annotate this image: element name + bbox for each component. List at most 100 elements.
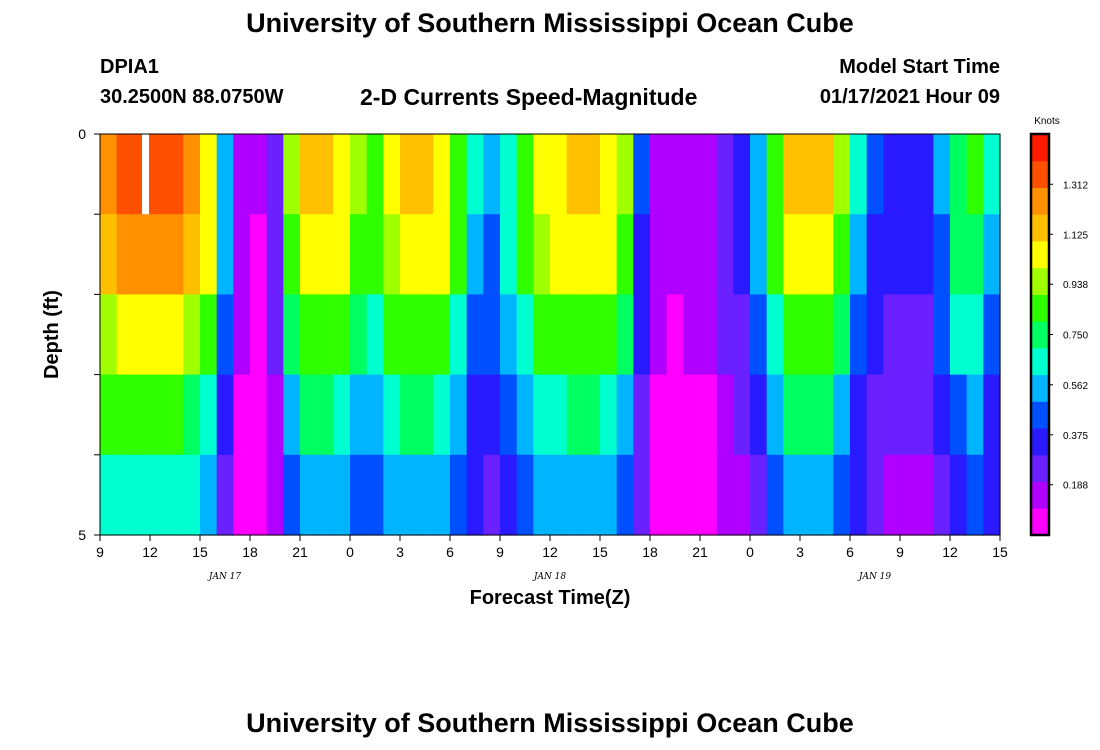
heatmap-cell	[916, 134, 934, 215]
heatmap-cell	[566, 214, 584, 295]
model-start-label: Model Start Time	[839, 56, 1000, 78]
heatmap-cell	[216, 374, 234, 456]
heatmap-cell	[583, 214, 601, 295]
heatmap-cell	[333, 374, 351, 456]
heatmap-cell	[683, 374, 701, 456]
heatmap-cell	[266, 214, 284, 295]
colorbar-tick-label: 0.750	[1063, 331, 1088, 342]
heatmap-cell	[783, 294, 801, 376]
heatmap-cell	[466, 294, 484, 376]
colorbar-tick-label: 1.125	[1063, 230, 1088, 241]
x-tick-label: 15	[592, 544, 608, 560]
heatmap-cell	[416, 214, 434, 295]
heatmap-cell	[566, 294, 584, 376]
heatmap-cell	[183, 454, 201, 536]
heatmap-cell	[833, 214, 851, 295]
heatmap-cell	[116, 294, 134, 376]
heatmap-cell	[533, 454, 551, 536]
heatmap-cell	[333, 214, 351, 295]
colorbar-segment	[1031, 374, 1049, 402]
heatmap-cell	[333, 134, 351, 215]
heatmap-cell	[350, 214, 368, 295]
heatmap-cell	[116, 134, 134, 215]
heatmap-cell	[600, 214, 618, 295]
heatmap-cell	[683, 214, 701, 295]
heatmap-cell	[883, 214, 901, 295]
date-label: JAN 19	[857, 572, 892, 582]
heatmap-cell	[666, 454, 684, 536]
heatmap-cell	[700, 134, 718, 215]
colorbar-segment	[1031, 294, 1049, 322]
heatmap-cell	[883, 374, 901, 456]
heatmap-cell	[850, 214, 868, 295]
heatmap-cell	[966, 134, 984, 215]
heatmap-cell	[183, 214, 201, 295]
x-tick-label: 18	[242, 544, 258, 560]
heatmap-cell	[850, 294, 868, 376]
heatmap-cell	[150, 374, 168, 456]
heatmap-cell	[750, 374, 768, 456]
heatmap-cell	[233, 454, 251, 536]
x-tick-label: 6	[446, 544, 454, 560]
heatmap-cell	[183, 294, 201, 376]
heatmap-cell	[450, 134, 468, 215]
heatmap-cell	[700, 214, 718, 295]
heatmap-cell	[166, 134, 184, 215]
heatmap-cell	[850, 454, 868, 536]
heatmap-cell	[166, 374, 184, 456]
heatmap-cell	[266, 294, 284, 376]
heatmap-cell	[633, 134, 651, 215]
heatmap-cell	[100, 374, 118, 456]
heatmap-cell	[316, 134, 334, 215]
heatmap-cell	[950, 134, 968, 215]
colorbar-segment	[1031, 454, 1049, 483]
heatmap-cell	[183, 374, 201, 456]
heatmap-cell	[200, 374, 218, 456]
heatmap-cell	[716, 134, 734, 215]
date-label: JAN 17	[207, 572, 242, 582]
heatmap-cell	[516, 454, 534, 536]
heatmap-cell	[966, 214, 984, 295]
heatmap-cell	[133, 214, 151, 295]
heatmap-cell	[100, 294, 118, 376]
heatmap-cell	[200, 214, 218, 295]
heatmap-cell	[783, 214, 801, 295]
heatmap-cell	[450, 454, 468, 536]
heatmap-cell	[216, 294, 234, 376]
heatmap-cell	[433, 454, 451, 536]
heatmap-cell	[233, 214, 251, 295]
heatmap-cell	[500, 214, 518, 295]
x-tick-label: 12	[142, 544, 158, 560]
heatmap-cell	[383, 294, 401, 376]
heatmap-cell	[283, 134, 301, 215]
heatmap-cell	[633, 294, 651, 376]
heatmap-cell	[366, 214, 384, 295]
heatmap-cell	[233, 374, 251, 456]
heatmap-cell	[416, 374, 434, 456]
model-start-value: 01/17/2021 Hour 09	[819, 86, 1000, 108]
heatmap-cell	[616, 294, 634, 376]
heatmap-cell	[900, 294, 918, 376]
heatmap-cell	[866, 374, 884, 456]
heatmap-cell	[750, 214, 768, 295]
heatmap-cell	[916, 294, 934, 376]
page-title-bottom: University of Southern Mississippi Ocean…	[246, 708, 854, 738]
heatmap-cell	[516, 134, 534, 215]
colorbar-tick-label: 1.312	[1063, 180, 1088, 191]
x-tick-label: 3	[796, 544, 804, 560]
heatmap-cell	[950, 374, 968, 456]
heatmap-cell	[900, 134, 918, 215]
heatmap-cell	[733, 454, 751, 536]
heatmap-cell	[700, 454, 718, 536]
heatmap-cell	[583, 294, 601, 376]
heatmap-cell	[716, 294, 734, 376]
heatmap-cell	[200, 294, 218, 376]
colorbar-segment	[1031, 187, 1049, 215]
heatmap-cell	[266, 134, 284, 215]
x-tick-label: 9	[496, 544, 504, 560]
heatmap-cell	[700, 374, 718, 456]
heatmap-cell	[783, 374, 801, 456]
heatmap-cell	[833, 454, 851, 536]
heatmap-cell	[116, 454, 134, 536]
heatmap-cell	[733, 134, 751, 215]
